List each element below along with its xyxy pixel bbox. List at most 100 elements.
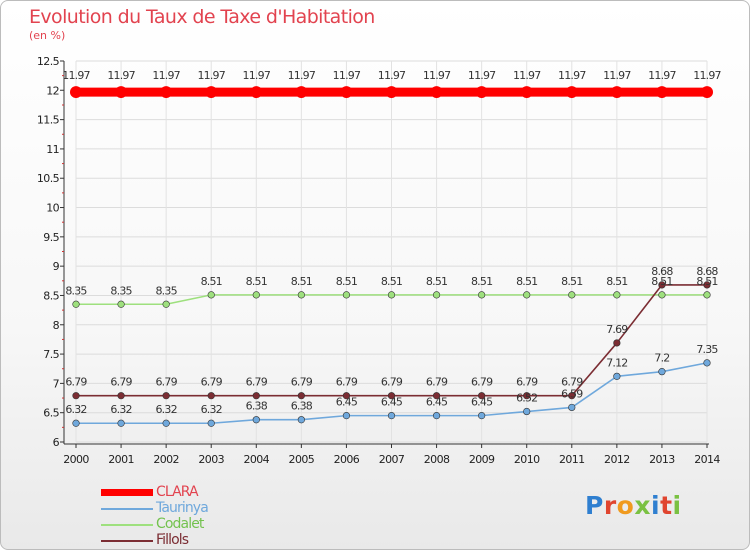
data-point-taurinya bbox=[432, 412, 441, 420]
data-label-taurinya: 6.45 bbox=[381, 396, 403, 409]
data-point-clara bbox=[701, 86, 713, 99]
data-point-taurinya bbox=[342, 412, 351, 420]
x-tick-label: 2010 bbox=[514, 453, 540, 466]
data-label-clara: 11.97 bbox=[62, 69, 90, 82]
data-point-codalet bbox=[342, 291, 351, 299]
x-tick-label: 2002 bbox=[153, 453, 179, 466]
data-label-taurinya: 7.35 bbox=[696, 343, 718, 356]
data-label-taurinya: 7.2 bbox=[654, 352, 669, 365]
y-tick-label: 9.5 bbox=[43, 231, 59, 244]
data-label-fillols: 6.79 bbox=[381, 376, 403, 389]
data-point-fillols bbox=[162, 392, 170, 400]
data-label-taurinya: 6.38 bbox=[246, 400, 268, 413]
data-point-clara bbox=[655, 86, 668, 99]
data-point-codalet bbox=[117, 300, 125, 308]
x-tick-label: 2011 bbox=[559, 453, 585, 466]
data-point-taurinya bbox=[568, 403, 576, 412]
data-label-clara: 11.97 bbox=[333, 69, 361, 82]
y-tick-label: 9 bbox=[53, 260, 60, 273]
data-label-taurinya: 6.45 bbox=[426, 396, 448, 409]
data-label-fillols: 6.79 bbox=[65, 376, 87, 389]
data-point-taurinya bbox=[117, 419, 125, 427]
data-label-taurinya: 6.32 bbox=[110, 403, 131, 416]
data-point-clara bbox=[160, 86, 173, 99]
data-label-clara: 11.97 bbox=[468, 69, 496, 82]
data-label-taurinya: 6.38 bbox=[291, 400, 313, 413]
data-point-fillols bbox=[703, 281, 711, 289]
data-point-clara bbox=[205, 86, 218, 99]
data-label-fillols: 6.79 bbox=[516, 376, 538, 389]
data-label-codalet: 8.51 bbox=[651, 275, 672, 288]
y-tick-label: 12 bbox=[46, 84, 59, 97]
data-label-taurinya: 7.12 bbox=[606, 356, 627, 369]
data-point-taurinya bbox=[613, 372, 621, 380]
data-point-taurinya bbox=[162, 419, 170, 427]
x-tick-label: 2008 bbox=[424, 453, 450, 466]
data-point-taurinya bbox=[658, 368, 666, 376]
data-label-clara: 11.97 bbox=[288, 69, 316, 82]
x-tick-label: 2013 bbox=[649, 453, 675, 466]
y-tick-label: 8.5 bbox=[43, 289, 59, 302]
x-tick-label: 2000 bbox=[63, 453, 89, 466]
legend-label-taurinya: Taurinya bbox=[156, 500, 209, 516]
x-tick-label: 2009 bbox=[469, 453, 495, 466]
data-point-clara bbox=[610, 86, 623, 99]
data-point-taurinya bbox=[297, 416, 305, 424]
data-label-fillols: 6.79 bbox=[201, 376, 223, 389]
data-point-taurinya bbox=[72, 419, 80, 427]
data-label-fillols: 8.68 bbox=[651, 265, 673, 278]
legend-swatch-taurinya bbox=[101, 508, 153, 510]
y-tick-label: 10 bbox=[46, 202, 59, 215]
data-point-fillols bbox=[613, 339, 621, 347]
data-label-codalet: 8.35 bbox=[65, 284, 87, 297]
data-label-fillols: 6.79 bbox=[426, 376, 448, 389]
data-point-fillols bbox=[252, 392, 260, 400]
data-point-fillols bbox=[207, 392, 215, 400]
data-point-fillols bbox=[523, 392, 531, 400]
data-label-codalet: 8.51 bbox=[336, 275, 357, 288]
data-point-fillols bbox=[72, 392, 80, 400]
data-label-fillols: 6.79 bbox=[110, 376, 132, 389]
x-tick-label: 2014 bbox=[694, 453, 720, 466]
data-label-codalet: 8.51 bbox=[246, 275, 267, 288]
chart-subtitle: (en %) bbox=[29, 29, 66, 42]
data-label-codalet: 8.51 bbox=[291, 275, 312, 288]
y-tick-label: 10.5 bbox=[37, 172, 60, 185]
data-point-fillols bbox=[432, 392, 441, 400]
data-point-fillols bbox=[342, 392, 351, 400]
legend: CLARA Taurinya Codalet Fillols bbox=[101, 484, 301, 549]
legend-item-taurinya: Taurinya bbox=[101, 500, 301, 517]
y-tick-label: 11 bbox=[46, 143, 59, 156]
data-label-codalet: 8.35 bbox=[110, 284, 132, 297]
data-point-codalet bbox=[568, 291, 576, 299]
data-point-clara bbox=[565, 86, 578, 99]
y-tick-label: 7 bbox=[53, 377, 60, 390]
data-label-clara: 11.97 bbox=[378, 69, 406, 82]
x-tick-label: 2006 bbox=[334, 453, 360, 466]
data-point-taurinya bbox=[478, 412, 486, 420]
data-point-codalet bbox=[658, 291, 666, 299]
data-point-codalet bbox=[297, 291, 305, 299]
x-tick-label: 2005 bbox=[289, 453, 315, 466]
data-label-clara: 11.97 bbox=[513, 69, 541, 82]
legend-swatch-clara bbox=[101, 489, 153, 496]
chart-title: Evolution du Taux de Taxe d'Habitation bbox=[29, 6, 375, 28]
data-point-codalet bbox=[252, 291, 260, 299]
data-label-taurinya: 6.45 bbox=[336, 396, 358, 409]
data-point-clara bbox=[340, 86, 353, 99]
y-tick-label: 7.5 bbox=[43, 348, 59, 361]
data-point-clara bbox=[520, 86, 533, 99]
y-tick-label: 6.5 bbox=[43, 407, 59, 420]
legend-label-clara: CLARA bbox=[156, 484, 199, 500]
legend-item-fillols: Fillols bbox=[101, 532, 301, 549]
x-tick-label: 2007 bbox=[379, 453, 405, 466]
data-label-taurinya: 6.32 bbox=[201, 403, 222, 416]
data-point-fillols bbox=[658, 281, 666, 289]
data-label-codalet: 8.51 bbox=[381, 275, 402, 288]
x-tick-label: 2012 bbox=[604, 453, 630, 466]
data-point-clara bbox=[250, 86, 263, 99]
data-point-fillols bbox=[387, 392, 396, 400]
data-point-clara bbox=[430, 86, 443, 99]
x-tick-label: 2003 bbox=[198, 453, 224, 466]
